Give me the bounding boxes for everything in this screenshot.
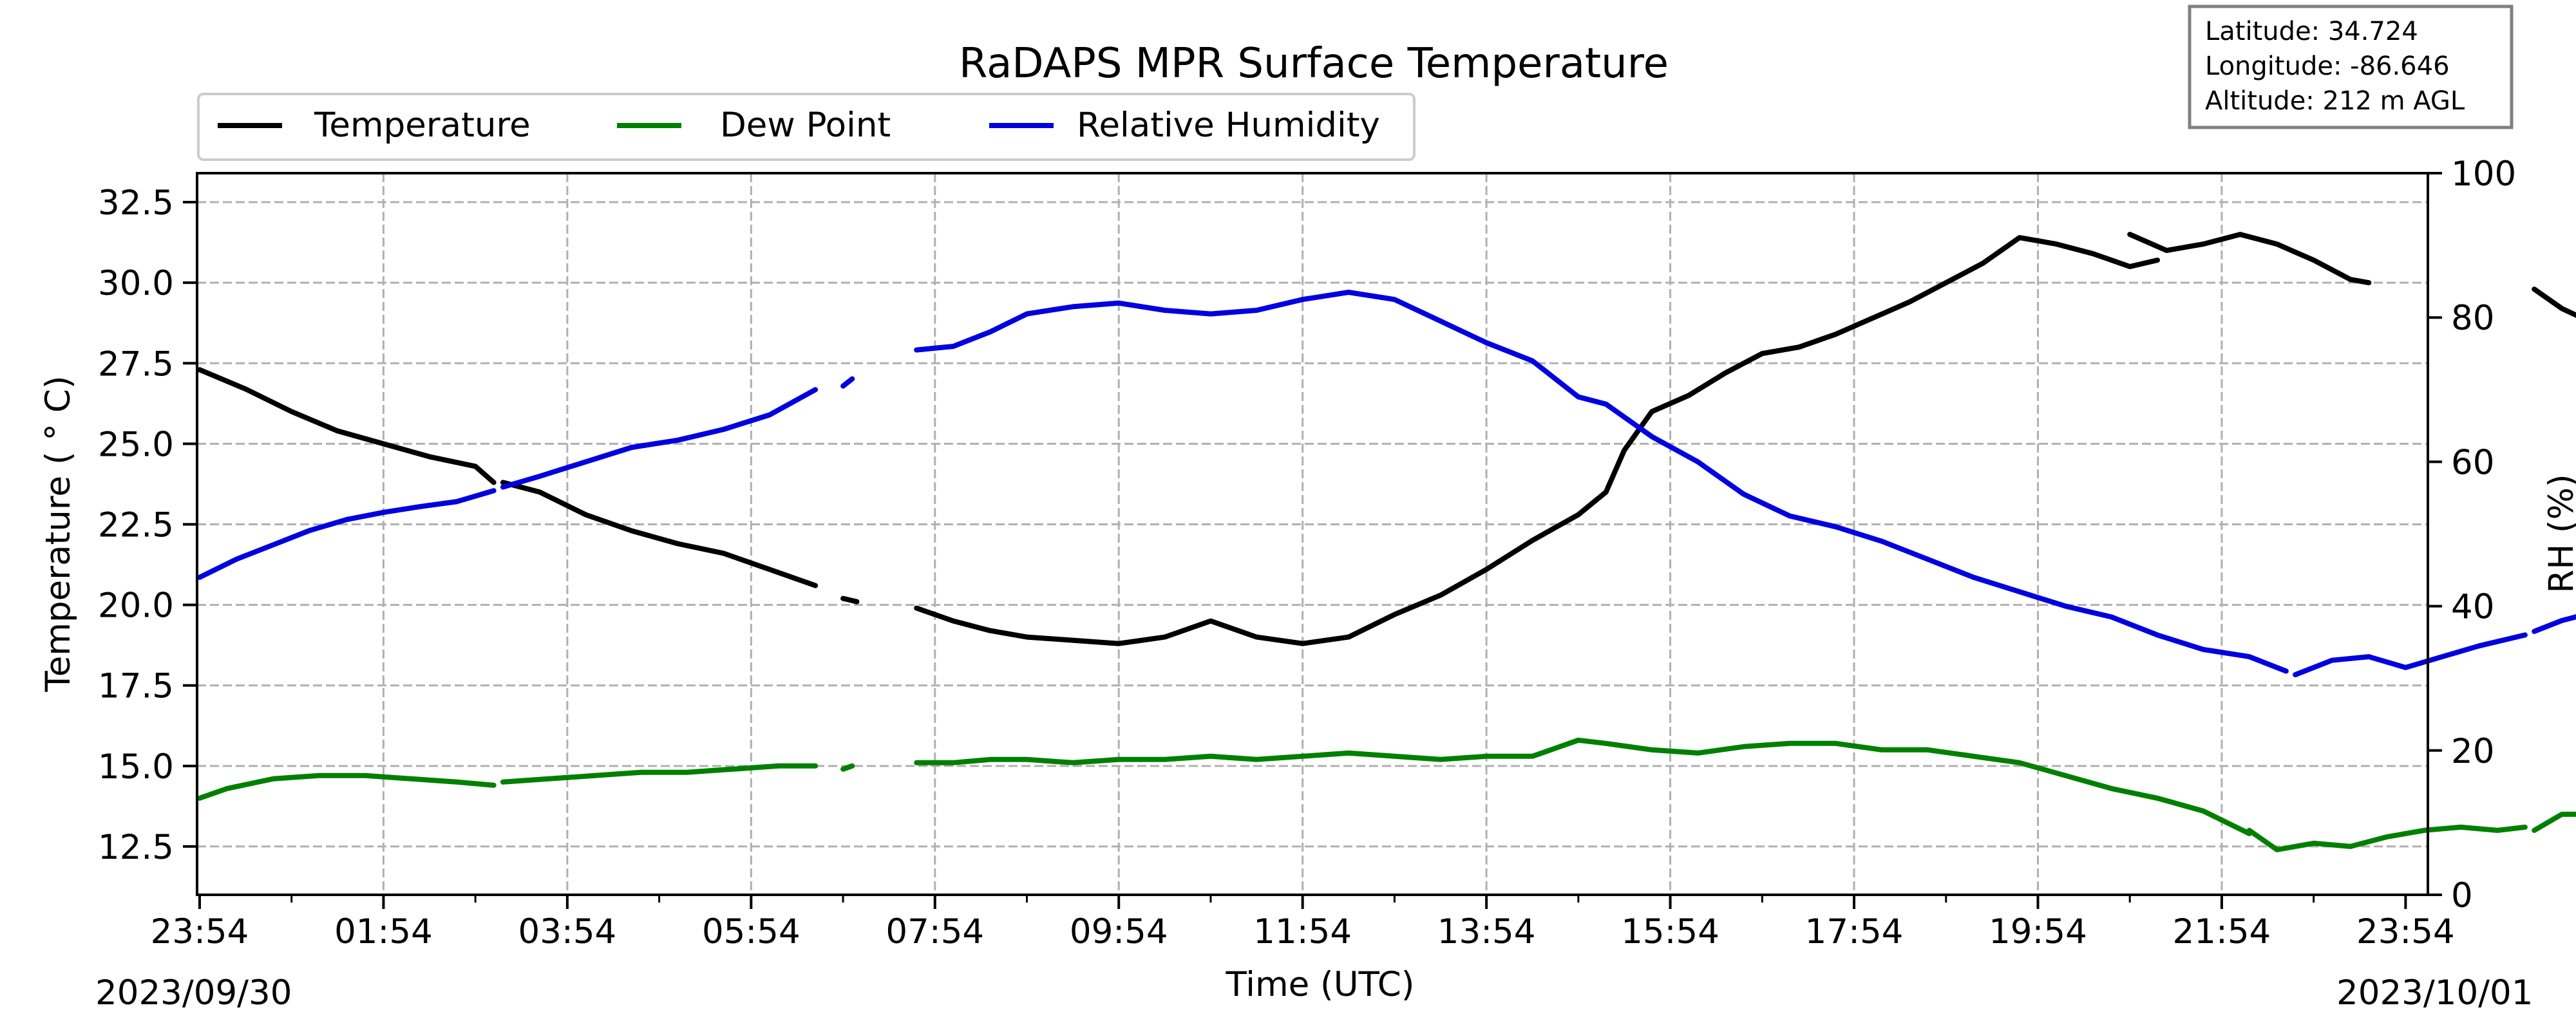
- altitude-text: Altitude: 212 m AGL: [2205, 86, 2465, 116]
- series-line-dew-point: [2532, 811, 2576, 833]
- y-tick-label: 27.5: [98, 344, 174, 384]
- x-tick-label: 21:54: [2173, 912, 2271, 951]
- series-line-relative-humidity: [2532, 614, 2576, 634]
- x-tick-label: 23:54: [2356, 912, 2455, 951]
- x-tick-label: 07:54: [886, 912, 984, 951]
- series-line-temperature: [914, 489, 1609, 646]
- series-line-temperature: [500, 480, 819, 588]
- x-tick-label: 03:54: [518, 912, 617, 951]
- y-tick-label: 32.5: [98, 183, 174, 223]
- chart-title: RaDAPS MPR Surface Temperature: [959, 40, 1669, 88]
- series-line-dew-point: [1603, 740, 2252, 836]
- series-line-dew-point: [500, 763, 819, 785]
- x-tick-label: 11:54: [1253, 912, 1352, 951]
- series-line-temperature: [2127, 232, 2372, 286]
- y-tick-label: 22.5: [98, 505, 174, 545]
- x-tick-label: 23:54: [151, 912, 249, 951]
- y-tick-label: 12.5: [98, 828, 174, 867]
- info-box: Latitude: 34.724 Longitude: -86.646 Alti…: [2188, 5, 2514, 129]
- x-tick-label: 15:54: [1621, 912, 1719, 951]
- legend-label-temperature: Temperature: [314, 106, 531, 145]
- x-tick-label: 01:54: [334, 912, 433, 951]
- y2-tick-label: 40: [2451, 588, 2494, 627]
- y2-tick-label: 60: [2451, 443, 2494, 482]
- y2-tick-label: 80: [2451, 299, 2494, 338]
- latitude-text: Latitude: 34.724: [2205, 17, 2418, 46]
- y2-axis-label: RH (%): [2542, 474, 2576, 593]
- series-line-dew-point: [840, 763, 855, 772]
- y-tick-label: 25.0: [98, 425, 174, 464]
- x-tick-label: 19:54: [1989, 912, 2087, 951]
- series-line-temperature: [2532, 286, 2576, 318]
- plot-frame: [196, 172, 2429, 896]
- x-tick-label: 13:54: [1437, 912, 1536, 951]
- grid: [197, 173, 2428, 895]
- series-layer: [197, 232, 2576, 852]
- series-line-temperature: [1603, 235, 2160, 495]
- x-tick-label: 05:54: [702, 912, 800, 951]
- series-line-temperature: [197, 367, 497, 485]
- y-tick-label: 15.0: [98, 747, 174, 787]
- x-tick-label: 09:54: [1070, 912, 1168, 951]
- series-line-relative-humidity: [197, 488, 497, 580]
- series-line-relative-humidity: [1603, 401, 2289, 674]
- series-line-relative-humidity: [914, 290, 1609, 407]
- series-line-relative-humidity: [840, 376, 855, 389]
- longitude-text: Longitude: -86.646: [2205, 52, 2450, 81]
- series-line-temperature: [840, 595, 860, 604]
- info-box-frame: [2188, 5, 2514, 129]
- legend-label-relative-humidity: Relative Humidity: [1077, 106, 1380, 145]
- y-axis-label: Temperature ( ° C): [39, 375, 78, 692]
- series-line-relative-humidity: [2293, 632, 2528, 678]
- date-start-label: 2023/09/30: [95, 973, 292, 1013]
- date-end-label: 2023/10/01: [2336, 973, 2533, 1013]
- legend-label-dew-point: Dew Point: [720, 106, 891, 145]
- y2-tick-label: 100: [2451, 154, 2516, 194]
- x-axis-label: Time (UTC): [1226, 965, 1415, 1004]
- ticks: 23:54 01:54 03:54 05:54 07:54 09:54 11:54 13:54…: [98, 154, 2516, 951]
- series-line-relative-humidity: [500, 387, 819, 490]
- y2-tick-label: 20: [2451, 732, 2494, 771]
- y2-tick-label: 0: [2451, 876, 2473, 915]
- x-tick-label: 17:54: [1805, 912, 1904, 951]
- series-line-dew-point: [197, 772, 497, 801]
- y-tick-label: 17.5: [98, 667, 174, 706]
- series-line-dew-point: [2246, 824, 2528, 852]
- y-tick-label: 30.0: [98, 264, 174, 303]
- legend: Temperature Dew Point Relative Humidity: [197, 93, 1416, 161]
- y-tick-label: 20.0: [98, 586, 174, 626]
- legend-frame: [197, 93, 1416, 161]
- series-line-dew-point: [914, 737, 1609, 765]
